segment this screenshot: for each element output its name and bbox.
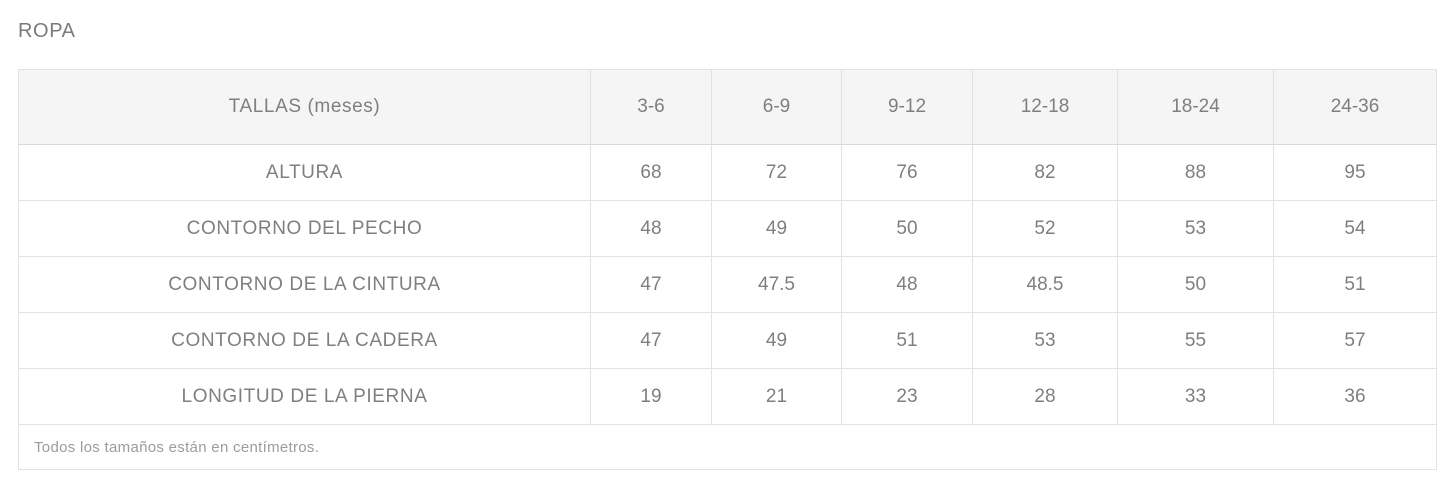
column-header-3-6: 3-6 <box>590 69 712 145</box>
column-header-18-24: 18-24 <box>1117 69 1274 145</box>
value-cell: 48.5 <box>972 256 1118 313</box>
row-label: CONTORNO DE LA CADERA <box>18 312 591 369</box>
column-header-12-18: 12-18 <box>972 69 1118 145</box>
table-row-contorno-cintura: CONTORNO DE LA CINTURA 47 47.5 48 48.5 5… <box>18 256 1437 313</box>
table-header-row: TALLAS (meses) 3-6 6-9 9-12 12-18 18-24 … <box>18 69 1437 145</box>
value-cell: 49 <box>711 200 842 257</box>
value-cell: 28 <box>972 368 1118 425</box>
value-cell: 33 <box>1117 368 1274 425</box>
column-header-24-36: 24-36 <box>1273 69 1437 145</box>
value-cell: 48 <box>590 200 712 257</box>
column-header-6-9: 6-9 <box>711 69 842 145</box>
value-cell: 57 <box>1273 312 1437 369</box>
value-cell: 50 <box>1117 256 1274 313</box>
size-chart-table: TALLAS (meses) 3-6 6-9 9-12 12-18 18-24 … <box>18 69 1437 470</box>
value-cell: 68 <box>590 144 712 201</box>
value-cell: 53 <box>972 312 1118 369</box>
table-footnote-row: Todos los tamaños están en centímetros. <box>18 424 1437 470</box>
page-title: ROPA <box>18 20 76 42</box>
size-guide-section: ROPA TALLAS (meses) 3-6 6-9 9-12 12-18 1… <box>18 20 1437 470</box>
row-label: CONTORNO DE LA CINTURA <box>18 256 591 313</box>
value-cell: 36 <box>1273 368 1437 425</box>
sizes-header-cell: TALLAS (meses) <box>18 69 591 145</box>
table-row-longitud-pierna: LONGITUD DE LA PIERNA 19 21 23 28 33 36 <box>18 368 1437 425</box>
table-row-altura: ALTURA 68 72 76 82 88 95 <box>18 144 1437 201</box>
column-header-9-12: 9-12 <box>841 69 973 145</box>
value-cell: 48 <box>841 256 973 313</box>
value-cell: 47.5 <box>711 256 842 313</box>
value-cell: 51 <box>841 312 973 369</box>
value-cell: 55 <box>1117 312 1274 369</box>
value-cell: 88 <box>1117 144 1274 201</box>
table-row-contorno-pecho: CONTORNO DEL PECHO 48 49 50 52 53 54 <box>18 200 1437 257</box>
value-cell: 95 <box>1273 144 1437 201</box>
value-cell: 72 <box>711 144 842 201</box>
value-cell: 47 <box>590 312 712 369</box>
row-label: CONTORNO DEL PECHO <box>18 200 591 257</box>
value-cell: 23 <box>841 368 973 425</box>
row-label: LONGITUD DE LA PIERNA <box>18 368 591 425</box>
table-row-contorno-cadera: CONTORNO DE LA CADERA 47 49 51 53 55 57 <box>18 312 1437 369</box>
value-cell: 52 <box>972 200 1118 257</box>
value-cell: 21 <box>711 368 842 425</box>
value-cell: 82 <box>972 144 1118 201</box>
value-cell: 50 <box>841 200 973 257</box>
value-cell: 49 <box>711 312 842 369</box>
value-cell: 51 <box>1273 256 1437 313</box>
row-label: ALTURA <box>18 144 591 201</box>
value-cell: 76 <box>841 144 973 201</box>
value-cell: 19 <box>590 368 712 425</box>
footnote-text: Todos los tamaños están en centímetros. <box>18 424 1437 470</box>
value-cell: 47 <box>590 256 712 313</box>
value-cell: 54 <box>1273 200 1437 257</box>
value-cell: 53 <box>1117 200 1274 257</box>
